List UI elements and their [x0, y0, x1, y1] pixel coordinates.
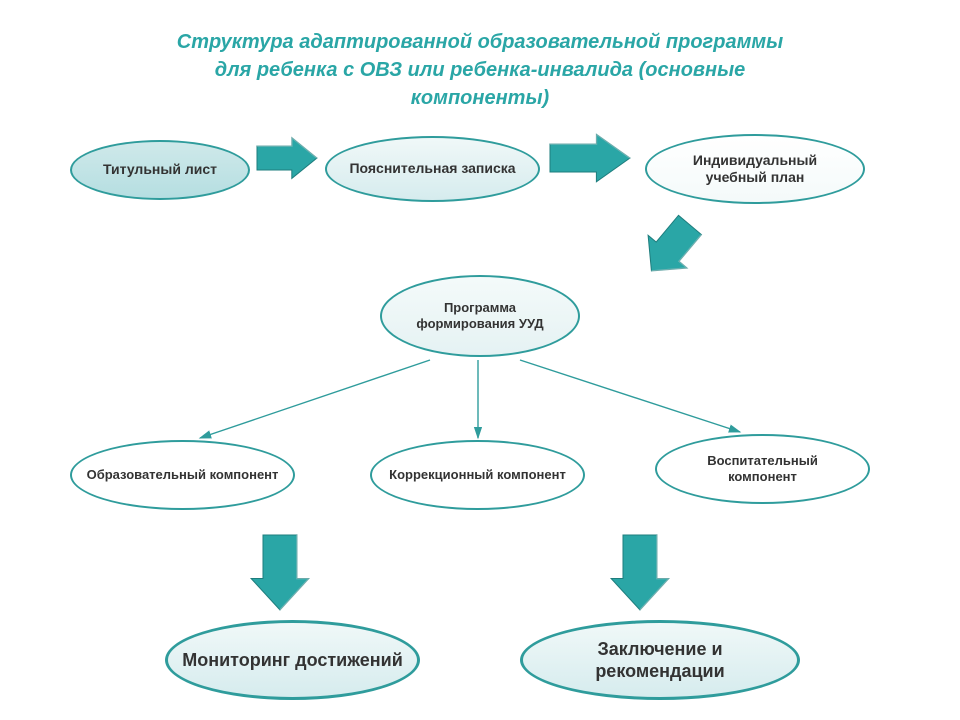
block-arrow-2 — [632, 209, 710, 288]
node-n8: Мониторинг достижений — [165, 620, 420, 700]
node-n1: Титульный лист — [70, 140, 250, 200]
node-n4: Программа формирования УУД — [380, 275, 580, 357]
node-n9: Заключение и рекомендации — [520, 620, 800, 700]
node-n7-label: Воспитательный компонент — [671, 453, 854, 486]
node-n6: Коррекционный компонент — [370, 440, 585, 510]
block-arrow-4 — [611, 535, 669, 610]
node-n4-label: Программа формирования УУД — [396, 300, 564, 333]
node-n3: Индивидуальный учебный план — [645, 134, 865, 204]
block-arrow-1 — [550, 134, 630, 182]
node-n5-label: Образовательный компонент — [87, 467, 279, 483]
node-n2-label: Пояснительная записка — [349, 160, 515, 178]
thin-arrow-2 — [520, 360, 740, 432]
arrows-layer — [0, 0, 960, 720]
node-n6-label: Коррекционный компонент — [389, 467, 566, 483]
block-arrow-0 — [257, 138, 317, 179]
node-n5: Образовательный компонент — [70, 440, 295, 510]
node-n3-label: Индивидуальный учебный план — [661, 152, 849, 187]
node-n9-label: Заключение и рекомендации — [537, 638, 783, 683]
node-n8-label: Мониторинг достижений — [182, 649, 403, 672]
node-n1-label: Титульный лист — [103, 161, 217, 179]
thin-arrow-0 — [200, 360, 430, 438]
node-n7: Воспитательный компонент — [655, 434, 870, 504]
block-arrow-3 — [251, 535, 309, 610]
node-n2: Пояснительная записка — [325, 136, 540, 202]
